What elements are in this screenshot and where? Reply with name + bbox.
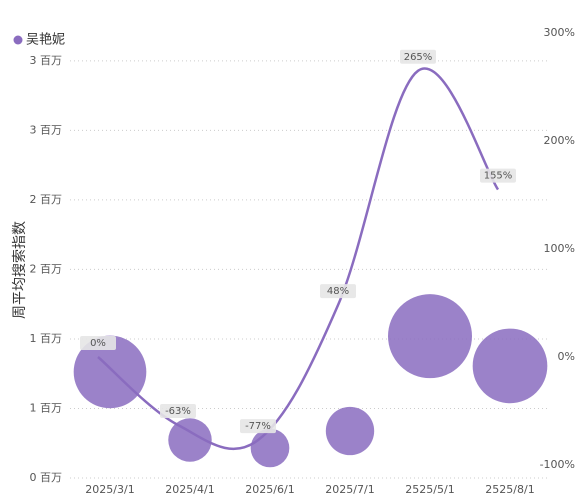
data-label: 0% bbox=[90, 338, 106, 349]
y2-tick-label: 100% bbox=[544, 242, 575, 255]
data-label-box bbox=[160, 404, 196, 419]
legend-marker bbox=[13, 35, 23, 45]
x-tick-label: 2025/7/1 bbox=[325, 483, 374, 496]
y-tick-label: 1 百万 bbox=[30, 332, 63, 345]
bubble bbox=[73, 335, 147, 409]
y-tick-label: 1 百万 bbox=[30, 401, 63, 414]
data-label-box bbox=[240, 419, 276, 434]
y-tick-label: 3 百万 bbox=[30, 54, 63, 67]
x-tick-label: 2025/6/1 bbox=[245, 483, 294, 496]
data-label-box bbox=[480, 168, 516, 183]
bubble bbox=[168, 418, 212, 462]
y2-tick-label: 0% bbox=[558, 350, 575, 363]
y-tick-label: 3 百万 bbox=[30, 123, 63, 136]
data-label: 265% bbox=[404, 52, 433, 63]
y-tick-label: 2 百万 bbox=[30, 193, 63, 206]
data-label: 155% bbox=[484, 171, 513, 182]
line bbox=[97, 67, 500, 451]
bubble bbox=[388, 294, 472, 379]
data-label-box bbox=[400, 49, 436, 64]
y-tick-label: 2 百万 bbox=[30, 262, 63, 275]
data-label-box bbox=[320, 284, 356, 299]
y2-tick-label: 300% bbox=[544, 26, 575, 39]
data-label: -77% bbox=[245, 421, 271, 432]
data-label: -63% bbox=[165, 406, 191, 417]
x-tick-label: 2025/3/1 bbox=[85, 483, 134, 496]
x-tick-label: 2525/8/1 bbox=[485, 483, 534, 496]
data-label-box bbox=[80, 336, 116, 350]
legend-label: 吴艳妮 bbox=[26, 32, 65, 48]
x-tick-label: 2525/5/1 bbox=[405, 483, 454, 496]
y2-tick-label: -100% bbox=[540, 458, 575, 471]
bubble bbox=[325, 406, 375, 456]
bubble bbox=[472, 328, 548, 404]
bubble bbox=[250, 428, 290, 468]
y-axis-title: 周平均搜索指数 bbox=[11, 221, 28, 319]
x-tick-label: 2025/4/1 bbox=[165, 483, 214, 496]
y-tick-label: 0 百万 bbox=[30, 471, 63, 484]
data-label: 48% bbox=[327, 286, 349, 297]
y2-tick-label: 200% bbox=[544, 134, 575, 147]
